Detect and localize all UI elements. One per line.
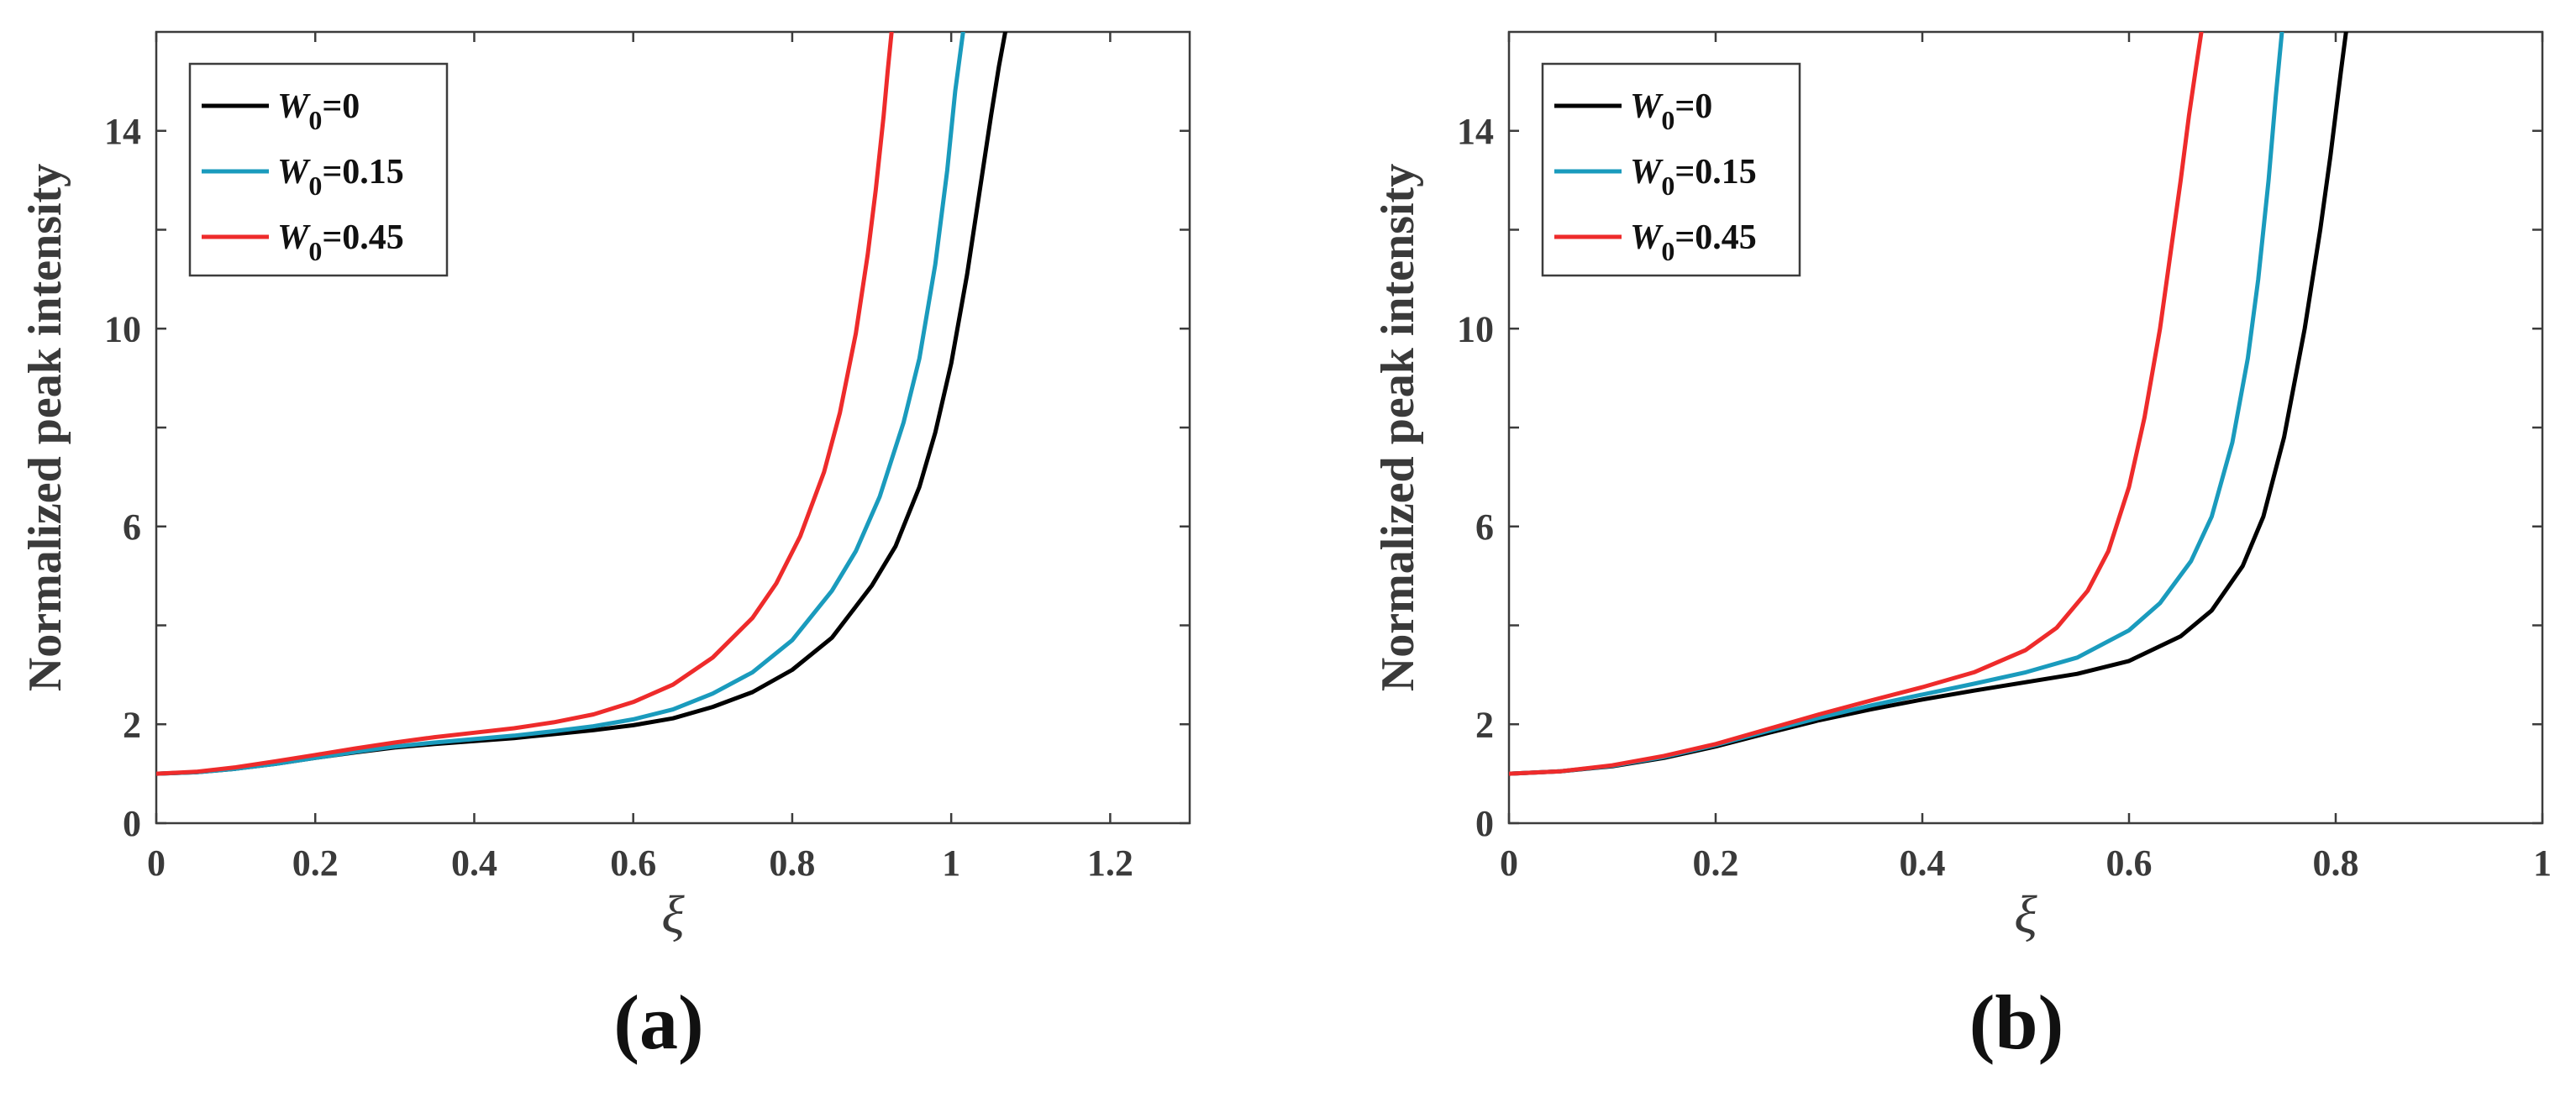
legend-subscript: 0: [308, 105, 322, 135]
legend-value: =0.45: [322, 218, 403, 257]
x-axis-label: ξ: [661, 884, 685, 944]
panel-label: (b): [1969, 979, 2063, 1065]
x-tick-label: 0.8: [2313, 842, 2359, 884]
legend-symbol: W: [1630, 218, 1664, 257]
x-axis-label: ξ: [2014, 884, 2037, 944]
legend-subscript: 0: [308, 236, 322, 266]
legend-value: =0.15: [1674, 153, 1756, 192]
x-tick-label: 0.6: [2106, 842, 2153, 884]
x-tick-label: 0: [1500, 842, 1518, 884]
panel-label: (a): [613, 979, 703, 1065]
legend-value: =0: [1674, 87, 1712, 126]
legend-symbol: W: [1630, 87, 1664, 126]
legend-symbol: W: [1630, 153, 1664, 192]
y-tick-label: 10: [1457, 308, 1494, 349]
series-lines: [156, 32, 1007, 776]
x-tick-label: 1: [942, 842, 960, 884]
y-tick-label: 14: [1457, 111, 1494, 152]
legend-value: =0.45: [1674, 218, 1756, 257]
x-tick-label: 0.2: [1693, 842, 1739, 884]
x-tick-label: 0.4: [1900, 842, 1946, 884]
y-tick-label: 2: [1475, 704, 1494, 745]
legend-subscript: 0: [1661, 171, 1674, 201]
legend-symbol: W: [277, 153, 311, 192]
legend-subscript: 0: [308, 171, 322, 201]
x-tick-label: 1: [2533, 842, 2552, 884]
y-axis-label: Normalized peak intensity: [19, 164, 71, 691]
legend-value: =0.15: [322, 153, 403, 192]
y-tick-label: 6: [1475, 507, 1494, 548]
y-tick-label: 6: [123, 507, 141, 548]
legend-entry-2: W0=0.45: [277, 218, 404, 266]
y-tick-label: 0: [1475, 803, 1494, 844]
x-tick-label: 0.8: [769, 842, 815, 884]
x-tick-label: 0.4: [451, 842, 497, 884]
legend-symbol: W: [277, 87, 311, 126]
legend-symbol: W: [277, 218, 311, 257]
legend-entry-1: W0=0.15: [277, 153, 404, 201]
y-axis-label: Normalized peak intensity: [1372, 164, 1424, 691]
y-tick-label: 0: [123, 803, 141, 844]
legend-entry-0: W0=0: [277, 87, 360, 135]
x-tick-label: 0.2: [292, 842, 339, 884]
series-line-2: [156, 32, 894, 776]
y-tick-label: 2: [123, 704, 141, 745]
series-lines: [1509, 32, 2348, 776]
x-tick-label: 0: [147, 842, 166, 884]
x-tick-label: 0.6: [610, 842, 656, 884]
y-tick-label: 14: [104, 111, 141, 152]
legend-entry-1: W0=0.15: [1630, 153, 1757, 201]
legend-entry-0: W0=0: [1630, 87, 1712, 135]
x-tick-label: 1.2: [1087, 842, 1133, 884]
series-line-2: [1509, 32, 2204, 776]
legend-value: =0: [322, 87, 360, 126]
legend-subscript: 0: [1661, 105, 1674, 135]
legend-entry-2: W0=0.45: [1630, 218, 1757, 266]
chart-panel-a: 0 0.2 0.4 0.6 0.8 1 1.2 0 2 6 10 14 ξ Normalized peak…: [19, 30, 1191, 1065]
y-tick-label: 10: [104, 308, 141, 349]
series-line-1: [156, 32, 965, 776]
legend-subscript: 0: [1661, 236, 1674, 266]
